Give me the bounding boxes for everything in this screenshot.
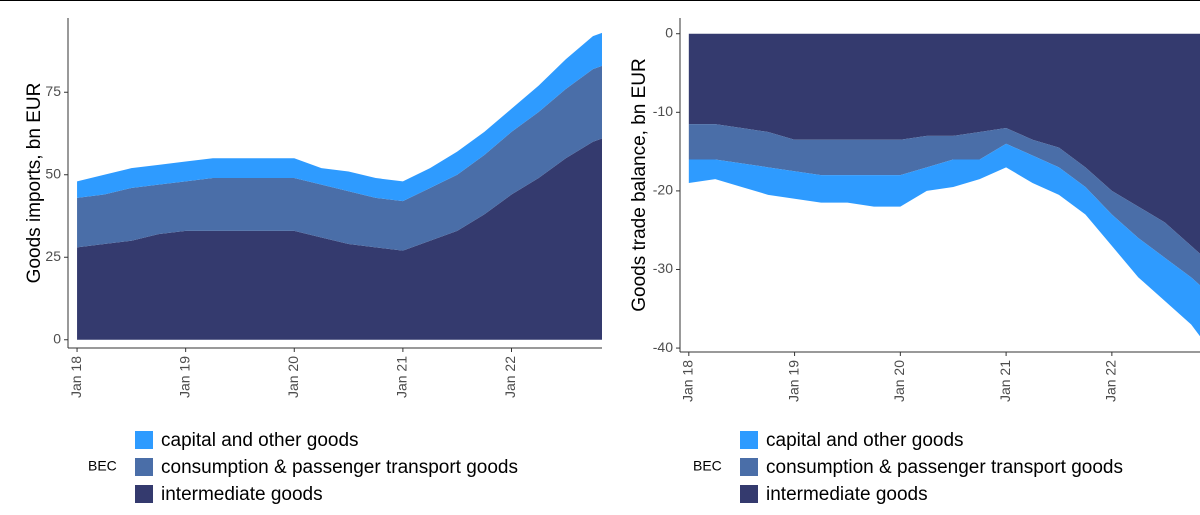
x-tick-label: Jan 22 (1103, 360, 1119, 402)
legend-label: capital and other goods (161, 430, 359, 451)
legend-swatch (740, 431, 758, 449)
area (77, 138, 603, 340)
x-tick-label: Jan 22 (502, 356, 518, 398)
legend-label: consumption & passenger transport goods (766, 457, 1123, 478)
y-tick-label: 50 (45, 165, 61, 181)
y-tick-label: 25 (45, 248, 61, 264)
legend-swatch (135, 431, 153, 449)
area (688, 124, 1200, 286)
x-tick-label: Jan 18 (68, 356, 84, 398)
y-tick-label: -30 (653, 260, 673, 276)
legend-title: BEC (693, 458, 722, 474)
legend-swatch (740, 485, 758, 503)
x-tick-label: Jan 19 (785, 360, 801, 402)
legend-swatch (135, 485, 153, 503)
legend-swatch (135, 458, 153, 476)
x-tick-label: Jan 20 (891, 360, 907, 402)
legend-title: BEC (88, 458, 117, 474)
y-tick-label: 75 (45, 83, 61, 99)
y-tick-label: -10 (653, 103, 673, 119)
legend-label: consumption & passenger transport goods (161, 457, 518, 478)
legend-label: intermediate goods (766, 484, 928, 505)
x-tick-label: Jan 19 (176, 356, 192, 398)
x-tick-label: Jan 20 (285, 356, 301, 398)
x-tick-label: Jan 21 (997, 360, 1013, 402)
y-axis-title: Goods imports, bn EUR (24, 83, 45, 284)
y-tick-label: 0 (53, 330, 61, 346)
y-tick-label: -20 (653, 182, 673, 198)
area (688, 33, 1200, 254)
area (77, 65, 603, 251)
legend-swatch (740, 458, 758, 476)
y-tick-label: -40 (653, 339, 673, 355)
legend-label: intermediate goods (161, 484, 323, 505)
area (688, 143, 1200, 337)
x-tick-label: Jan 18 (680, 360, 696, 402)
legend-label: capital and other goods (766, 430, 964, 451)
area (77, 32, 603, 202)
y-tick-label: 0 (665, 24, 673, 40)
y-axis-title: Goods trade balance, bn EUR (629, 58, 650, 312)
x-tick-label: Jan 21 (394, 356, 410, 398)
